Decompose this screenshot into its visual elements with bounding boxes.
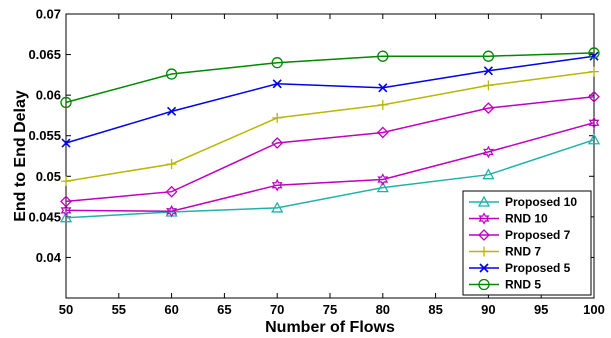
data-point [376, 181, 389, 193]
legend-label: RND 10 [505, 212, 548, 226]
legend-marker [478, 212, 490, 225]
data-point [59, 211, 73, 223]
legend-label: RND 7 [505, 245, 541, 259]
data-point [588, 116, 600, 130]
series-group [59, 47, 601, 223]
data-point [377, 99, 388, 110]
x-tick-label: 70 [270, 302, 284, 317]
legend-entry: RND 10 [469, 212, 548, 226]
x-tick-label: 50 [59, 302, 73, 317]
data-point [377, 50, 389, 62]
x-axis-title: Number of Flows [265, 319, 395, 336]
data-point [271, 178, 283, 192]
legend-box [462, 190, 592, 296]
y-tick-label: 0.055 [28, 128, 61, 143]
data-point [376, 126, 389, 139]
y-tick-label: 0.045 [28, 209, 61, 224]
legend-entry: Proposed 5 [469, 261, 571, 275]
series-line [65, 55, 595, 144]
data-point [165, 68, 178, 80]
data-point [271, 137, 284, 149]
y-tick-label: 0.06 [36, 88, 61, 103]
x-tick-label: 100 [583, 302, 605, 317]
data-point [61, 176, 71, 187]
series-line [65, 96, 595, 203]
series-2 [60, 90, 600, 208]
series-1 [60, 116, 600, 218]
legend-marker [479, 263, 489, 273]
x-tick-label: 80 [376, 302, 390, 317]
data-point [483, 80, 494, 91]
x-tick-label: 65 [217, 302, 231, 317]
x-tick-label: 95 [534, 302, 548, 317]
data-point [588, 90, 600, 103]
data-point [272, 112, 283, 123]
data-point [378, 83, 388, 93]
y-tick-label: 0.065 [28, 47, 61, 62]
legend-marker [477, 195, 491, 207]
data-point [60, 195, 72, 208]
legend-label: Proposed 5 [505, 261, 571, 275]
data-point [271, 57, 283, 69]
series-line [65, 139, 595, 219]
data-point [588, 47, 600, 59]
data-point [587, 133, 601, 145]
x-tick-label: 75 [323, 302, 337, 317]
data-point [165, 185, 178, 198]
legend-marker [478, 229, 490, 241]
y-tick-label: 0.04 [36, 250, 62, 265]
legend-entry: RND 5 [469, 278, 541, 292]
x-tick-label: 55 [112, 302, 126, 317]
data-point [60, 204, 72, 217]
data-point [60, 96, 72, 109]
y-tick-label: 0.05 [36, 169, 61, 184]
y-tick-label: 0.07 [36, 7, 61, 22]
legend-label: RND 5 [505, 278, 541, 292]
data-point [482, 145, 494, 159]
data-point [272, 79, 282, 89]
series-line [65, 52, 595, 104]
legend: Proposed 10 RND 10 Proposed 7 RND 7 Proposed… [462, 190, 592, 296]
data-point [271, 201, 284, 213]
x-tick-label: 60 [164, 302, 178, 317]
y-axis-title: End to End Delay [12, 90, 29, 222]
data-point [482, 50, 495, 62]
legend-marker [478, 278, 490, 291]
legend-entry: Proposed 10 [469, 195, 577, 209]
legend-label: Proposed 10 [505, 195, 577, 209]
series-5 [60, 47, 600, 109]
data-point [166, 204, 178, 218]
data-point [167, 106, 177, 116]
legend-entry: Proposed 7 [469, 228, 571, 242]
data-point [166, 159, 177, 170]
x-tick-label: 90 [481, 302, 495, 317]
data-point [589, 66, 599, 77]
series-line [65, 121, 595, 212]
legend-label: Proposed 7 [505, 228, 571, 242]
x-tick-label: 85 [428, 302, 442, 317]
data-point [482, 168, 495, 180]
data-point [377, 173, 389, 186]
legend-entry: RND 7 [469, 245, 541, 259]
series-3 [61, 66, 599, 187]
legend-marker [479, 246, 489, 257]
series-4 [61, 51, 599, 148]
data-point [482, 102, 495, 115]
data-point [61, 138, 71, 148]
axes: 50 55 60 65 70 75 80 85 90 95 100 0.04 0.045 0.05 0.05… [28, 7, 604, 318]
series-line [65, 70, 595, 182]
data-point [483, 66, 493, 76]
